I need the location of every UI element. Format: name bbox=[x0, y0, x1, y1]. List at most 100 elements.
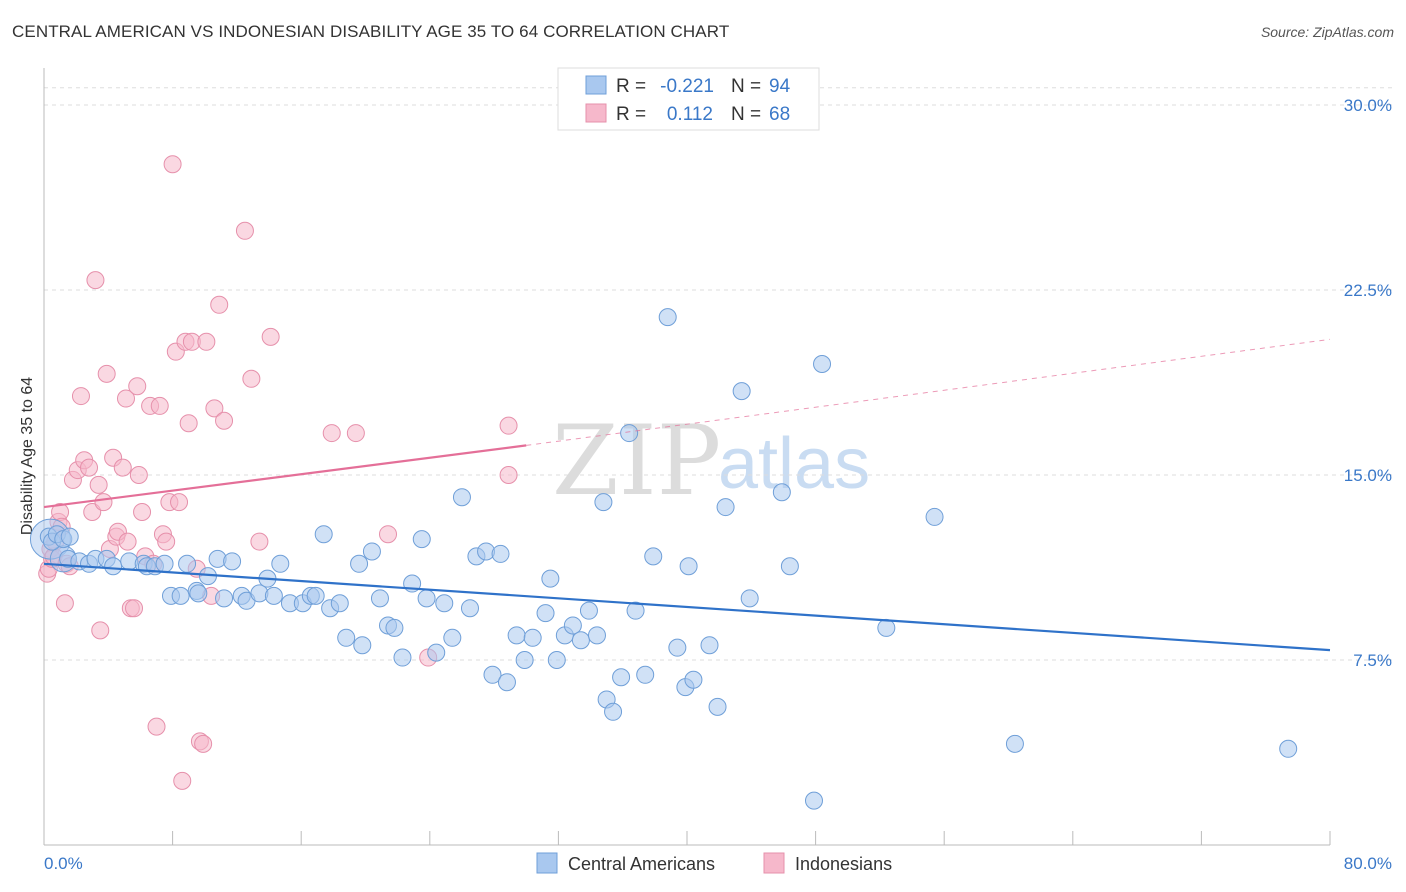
series-label-central-americans: Central Americans bbox=[568, 854, 715, 874]
indonesians-point bbox=[205, 399, 224, 418]
central-americans-point bbox=[636, 665, 655, 684]
source-credit: Source: ZipAtlas.com bbox=[1260, 24, 1394, 40]
central-americans-point bbox=[644, 547, 663, 566]
central-americans-point bbox=[716, 498, 735, 517]
indonesians-point bbox=[242, 369, 261, 388]
central-americans-point bbox=[571, 631, 590, 650]
central-americans-point bbox=[330, 594, 349, 613]
central-americans-point bbox=[370, 589, 389, 608]
central-americans-point bbox=[579, 601, 598, 620]
indonesians-point bbox=[197, 332, 216, 351]
central-americans-point bbox=[171, 586, 190, 605]
series-legend: Central Americans Indonesians bbox=[536, 852, 892, 874]
indonesians-point bbox=[128, 377, 147, 396]
y-tick-label: 7.5% bbox=[1353, 651, 1392, 670]
legend-n-value-pink: 68 bbox=[769, 104, 790, 125]
legend-r-value-pink: 0.112 bbox=[667, 104, 713, 125]
watermark-atlas: atlas bbox=[718, 424, 870, 504]
y-tick-label: 30.0% bbox=[1344, 96, 1392, 115]
central-americans-point bbox=[813, 355, 832, 373]
central-americans-point bbox=[684, 670, 703, 689]
y-tick-labels: 7.5% 15.0% 22.5% 30.0% bbox=[1344, 96, 1392, 670]
y-axis-label: Disability Age 35 to 64 bbox=[19, 377, 36, 535]
central-americans-point bbox=[483, 665, 502, 684]
central-americans-point bbox=[155, 554, 174, 573]
central-americans-point bbox=[353, 636, 372, 655]
central-americans-point bbox=[417, 589, 436, 608]
central-americans-point bbox=[679, 557, 698, 576]
central-americans-point bbox=[587, 626, 606, 645]
central-americans-point bbox=[612, 668, 631, 687]
legend-n-label-pink: N = bbox=[731, 104, 761, 125]
x-tick-label-max: 80.0% bbox=[1344, 854, 1392, 873]
central-americans-point bbox=[491, 544, 510, 563]
legend-r-label-pink: R = bbox=[616, 104, 646, 125]
central-americans-point bbox=[427, 643, 446, 662]
central-americans-point bbox=[700, 636, 719, 655]
x-tick-marks bbox=[43, 831, 1331, 845]
indonesians-point bbox=[97, 364, 116, 383]
central-americans-point bbox=[306, 586, 325, 605]
watermark-zip: ZIP bbox=[552, 405, 721, 517]
central-americans-point bbox=[515, 651, 534, 669]
correlation-legend: R = -0.221 N = 94 R = 0.112 N = 68 bbox=[557, 67, 820, 131]
central-americans-point bbox=[536, 604, 555, 623]
indonesians-point bbox=[91, 621, 110, 640]
indonesians-point bbox=[129, 466, 148, 484]
indonesians-point bbox=[163, 155, 182, 174]
central-americans-point bbox=[443, 628, 462, 647]
central-americans-point bbox=[314, 525, 333, 544]
indonesians-point bbox=[116, 389, 135, 408]
central-americans-point bbox=[1005, 734, 1024, 753]
x-tick-label-min: 0.0% bbox=[44, 854, 83, 873]
central-americans-point bbox=[497, 673, 516, 692]
central-americans-point bbox=[780, 557, 799, 576]
indonesians-point bbox=[89, 475, 108, 494]
central-americans-point bbox=[594, 493, 613, 512]
indonesians-point bbox=[235, 221, 254, 240]
central-americans-points bbox=[29, 308, 1298, 810]
central-americans-trend-line bbox=[43, 562, 1331, 652]
legend-r-label-blue: R = bbox=[616, 76, 646, 97]
indonesians-point bbox=[215, 411, 234, 430]
indonesians-point bbox=[179, 414, 198, 433]
central-americans-point bbox=[104, 557, 123, 576]
series-swatch-indonesians bbox=[763, 852, 785, 874]
indonesians-point bbox=[113, 458, 132, 477]
central-americans-point bbox=[452, 488, 471, 507]
indonesians-point bbox=[80, 458, 99, 477]
indonesians-point bbox=[173, 771, 192, 790]
indonesians-point bbox=[133, 503, 152, 521]
central-americans-point bbox=[626, 601, 645, 620]
central-americans-point bbox=[60, 527, 79, 546]
legend-n-value-blue: 94 bbox=[769, 76, 791, 97]
central-americans-point bbox=[385, 618, 404, 637]
central-americans-point bbox=[178, 554, 197, 573]
central-americans-point bbox=[772, 483, 791, 502]
central-americans-point bbox=[264, 586, 283, 605]
legend-swatch-pink bbox=[585, 103, 607, 123]
indonesians-trend-extension bbox=[526, 338, 1331, 446]
central-americans-point bbox=[877, 618, 896, 637]
central-americans-point bbox=[523, 628, 542, 647]
indonesians-point bbox=[250, 532, 269, 551]
legend-r-value-blue: -0.221 bbox=[660, 76, 714, 97]
central-americans-point bbox=[740, 589, 759, 608]
indonesians-point bbox=[210, 295, 229, 314]
indonesians-point bbox=[499, 466, 518, 484]
indonesians-point bbox=[150, 396, 169, 415]
series-label-indonesians: Indonesians bbox=[795, 854, 892, 874]
chart-title: CENTRAL AMERICAN VS INDONESIAN DISABILIT… bbox=[12, 22, 730, 41]
central-americans-point bbox=[604, 702, 623, 721]
central-americans-point bbox=[804, 791, 823, 810]
indonesians-point bbox=[261, 327, 280, 346]
indonesians-point bbox=[170, 493, 189, 512]
central-americans-point bbox=[337, 628, 356, 647]
legend-swatch-blue bbox=[585, 75, 607, 95]
central-americans-point bbox=[223, 552, 242, 571]
indonesians-point bbox=[94, 493, 113, 512]
central-americans-point bbox=[412, 530, 431, 549]
central-americans-point bbox=[362, 542, 381, 561]
indonesians-point bbox=[322, 424, 341, 443]
